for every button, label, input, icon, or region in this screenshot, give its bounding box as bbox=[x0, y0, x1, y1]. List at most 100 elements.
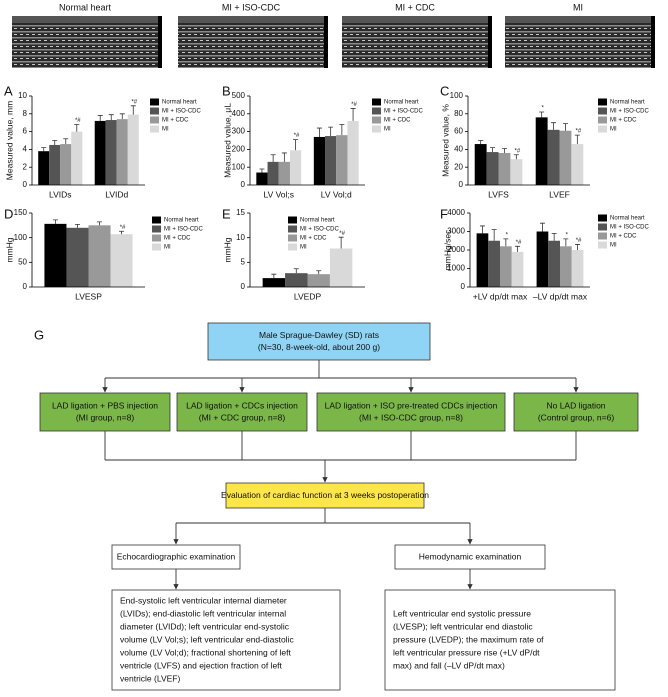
flow-box-text: pressure (LVEDP); the maximum rate of bbox=[393, 634, 544, 644]
legend-swatch bbox=[152, 216, 161, 224]
y-tick-label: 8 bbox=[23, 109, 28, 118]
bar bbox=[476, 233, 489, 287]
y-tick-label: 6 bbox=[23, 127, 28, 136]
legend-swatch bbox=[150, 116, 159, 124]
bar bbox=[347, 120, 359, 185]
legend-label: Normal heart bbox=[384, 100, 419, 106]
legend-label: MI bbox=[162, 127, 169, 133]
error-bar bbox=[259, 168, 265, 173]
axes bbox=[249, 96, 365, 186]
flow-box bbox=[111, 544, 241, 570]
x-tick-label: LVEF bbox=[549, 189, 570, 199]
error-bar bbox=[130, 105, 136, 115]
bar bbox=[127, 114, 139, 185]
error-bar bbox=[490, 147, 496, 153]
echo-label: Normal heart bbox=[59, 2, 112, 12]
error-bar bbox=[97, 221, 103, 226]
legend-label: MI + CDC bbox=[300, 236, 327, 242]
error-bar bbox=[316, 270, 322, 275]
legend-label: MI + ISO-CDC bbox=[162, 109, 202, 115]
flow-box bbox=[394, 544, 546, 570]
charts: A Measured value, mm 0 2 4 6 8 10 LVIDs *# LVIDd *#… bbox=[4, 83, 650, 301]
significance-mark: *# bbox=[516, 240, 522, 246]
flow-box-text: (LVIDs); end-diastolic left ventricular … bbox=[120, 608, 286, 618]
error-bar bbox=[501, 148, 507, 153]
flow-box-text: Evaluation of cardiac function at 3 week… bbox=[221, 490, 429, 500]
legend-swatch bbox=[372, 107, 381, 115]
error-bar bbox=[270, 154, 276, 162]
flow-box bbox=[111, 589, 341, 691]
legend-label: Normal heart bbox=[300, 218, 335, 224]
error-bar bbox=[339, 124, 345, 136]
legend-swatch bbox=[288, 216, 297, 224]
y-axis-label: Measured value, μL bbox=[222, 103, 232, 178]
legend-swatch bbox=[372, 98, 381, 106]
error-bar bbox=[562, 123, 568, 131]
panel-letter: F bbox=[440, 206, 448, 221]
bar bbox=[285, 273, 308, 287]
error-bar bbox=[293, 268, 299, 274]
bar bbox=[94, 120, 106, 185]
legend-label: MI + CDC bbox=[610, 118, 637, 124]
legend-swatch bbox=[150, 98, 159, 106]
flow-box-text: Echocardiographic examination bbox=[117, 551, 236, 561]
error-bar bbox=[293, 139, 299, 151]
error-bar bbox=[551, 122, 557, 130]
bar bbox=[474, 144, 487, 185]
y-tick-label: 100 bbox=[450, 91, 464, 100]
axes bbox=[469, 213, 590, 288]
significance-mark: *# bbox=[576, 238, 582, 244]
bar bbox=[267, 161, 279, 185]
legend-swatch bbox=[598, 107, 607, 115]
bar bbox=[289, 150, 302, 185]
bar bbox=[571, 250, 584, 287]
legend-label: MI + ISO-CDC bbox=[610, 109, 650, 115]
error-bar bbox=[119, 113, 125, 120]
error-bar bbox=[108, 114, 114, 121]
error-bar bbox=[491, 229, 497, 241]
legend-swatch bbox=[150, 125, 159, 133]
y-tick-label: 60 bbox=[454, 127, 463, 136]
bar bbox=[313, 136, 326, 185]
y-axis-label: mmHg bbox=[222, 237, 232, 262]
legend-swatch bbox=[288, 225, 297, 233]
legend-label: Normal heart bbox=[610, 216, 645, 222]
flow-box-text: No LAD ligation bbox=[546, 400, 605, 410]
legend-swatch bbox=[152, 234, 161, 242]
flow-box-text: (LVESP); left ventricular end diastolic bbox=[393, 621, 533, 631]
echo-label: MI + CDC bbox=[395, 2, 435, 12]
significance-mark: * bbox=[541, 106, 544, 112]
bar bbox=[88, 225, 111, 287]
legend-swatch bbox=[598, 241, 607, 249]
echo-scale bbox=[324, 16, 328, 68]
echo-image bbox=[178, 16, 328, 68]
error-bar bbox=[74, 124, 80, 132]
y-tick-label: 4000 bbox=[447, 208, 465, 217]
legend-swatch bbox=[150, 107, 159, 115]
y-tick-label: 10 bbox=[18, 91, 27, 100]
echo-scale bbox=[651, 16, 655, 68]
bar bbox=[486, 152, 499, 185]
error-bar bbox=[478, 140, 484, 145]
bar bbox=[488, 240, 500, 287]
y-tick-label: 0 bbox=[23, 180, 28, 189]
legend-label: MI bbox=[610, 243, 617, 249]
y-tick-label: 20 bbox=[454, 162, 463, 171]
bar bbox=[560, 246, 572, 287]
flow-box-text: LAD ligation + PBS injection bbox=[52, 400, 158, 410]
y-axis-label: mmHg/sec bbox=[442, 229, 452, 270]
bar bbox=[511, 251, 524, 287]
x-tick-label: LVESP bbox=[75, 291, 102, 301]
significance-mark: *# bbox=[75, 118, 81, 124]
error-bar bbox=[52, 140, 58, 145]
flow-box-text: (MI + CDC group, n=8) bbox=[199, 412, 286, 422]
bar bbox=[256, 172, 268, 185]
error-bar bbox=[338, 236, 344, 249]
flow-box-text: (N=30, 8-week-old, about 200 g) bbox=[258, 342, 380, 352]
flow-box bbox=[225, 482, 425, 509]
y-tick-label: 150 bbox=[14, 208, 28, 217]
error-bar bbox=[350, 108, 356, 121]
legend-label: Normal heart bbox=[162, 100, 197, 106]
panel-letter: G bbox=[34, 327, 44, 342]
legend-label: MI + ISO-CDC bbox=[384, 109, 424, 115]
